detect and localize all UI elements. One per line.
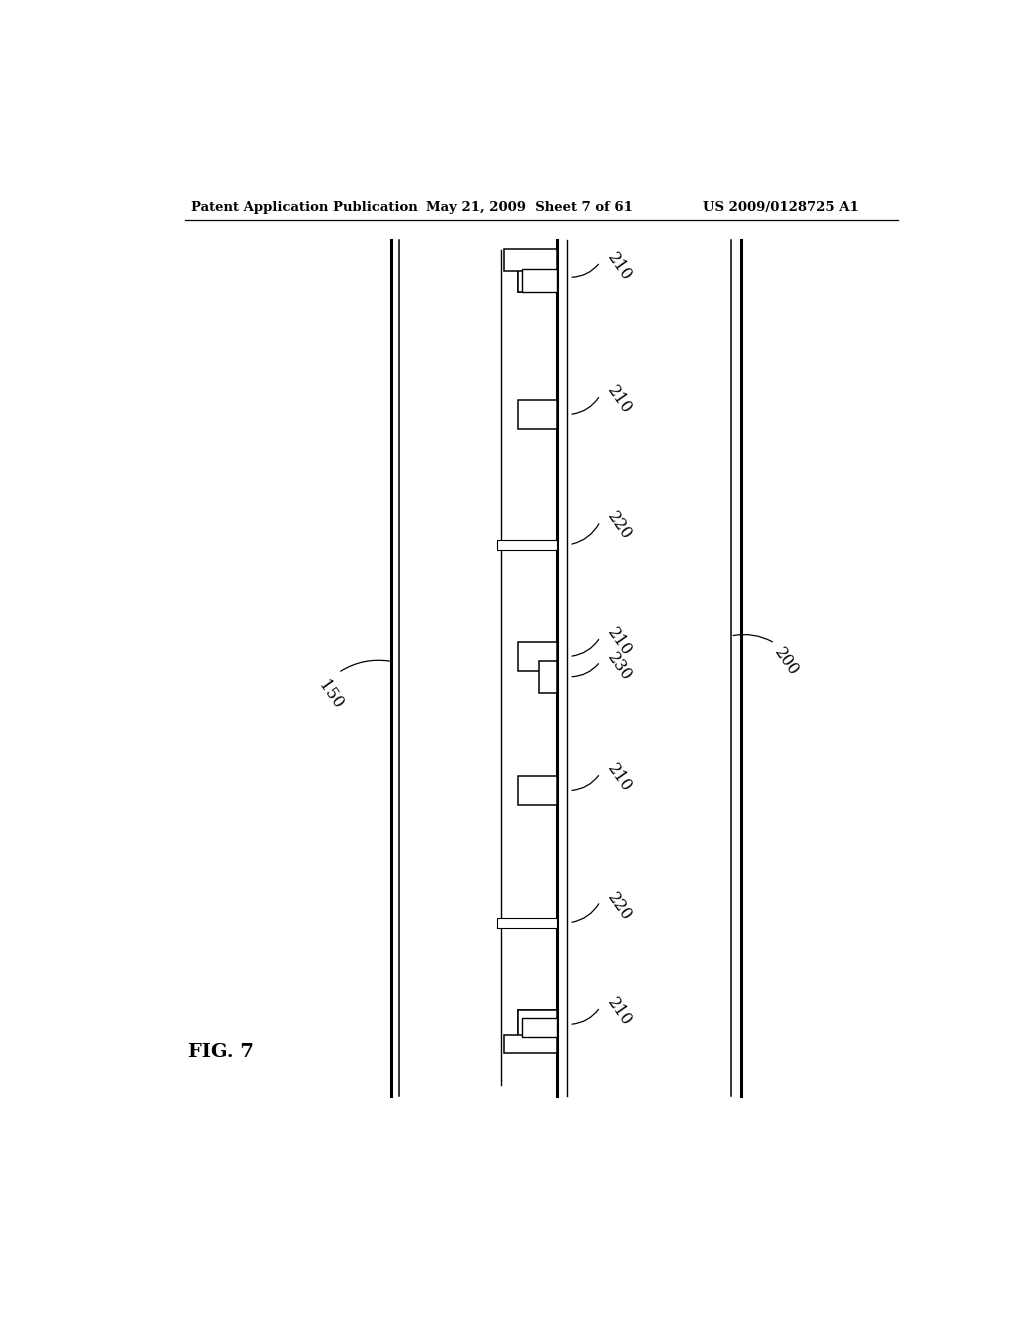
Bar bbox=[504, 1035, 557, 1053]
Bar bbox=[497, 540, 557, 549]
Text: Patent Application Publication: Patent Application Publication bbox=[191, 201, 418, 214]
Text: 230: 230 bbox=[604, 649, 636, 684]
Bar bbox=[518, 263, 557, 292]
Text: May 21, 2009  Sheet 7 of 61: May 21, 2009 Sheet 7 of 61 bbox=[426, 201, 633, 214]
Bar bbox=[518, 643, 557, 671]
Text: 210: 210 bbox=[604, 762, 636, 796]
Bar bbox=[518, 776, 557, 805]
Bar bbox=[518, 1010, 557, 1039]
Text: 210: 210 bbox=[604, 624, 636, 660]
Text: 220: 220 bbox=[604, 890, 636, 924]
Text: 210: 210 bbox=[604, 249, 636, 285]
Text: US 2009/0128725 A1: US 2009/0128725 A1 bbox=[703, 201, 859, 214]
Bar bbox=[518, 400, 557, 429]
Text: 220: 220 bbox=[604, 510, 636, 544]
Text: 150: 150 bbox=[314, 677, 346, 713]
Bar bbox=[518, 1010, 557, 1039]
Bar bbox=[521, 269, 557, 292]
Text: 210: 210 bbox=[604, 383, 636, 417]
Bar bbox=[521, 1018, 557, 1036]
Text: 210: 210 bbox=[604, 995, 636, 1030]
Text: 200: 200 bbox=[771, 644, 802, 678]
Bar bbox=[539, 660, 557, 693]
Bar bbox=[504, 249, 557, 271]
Bar bbox=[518, 263, 557, 292]
Bar bbox=[497, 917, 557, 928]
Text: FIG. 7: FIG. 7 bbox=[187, 1043, 253, 1061]
